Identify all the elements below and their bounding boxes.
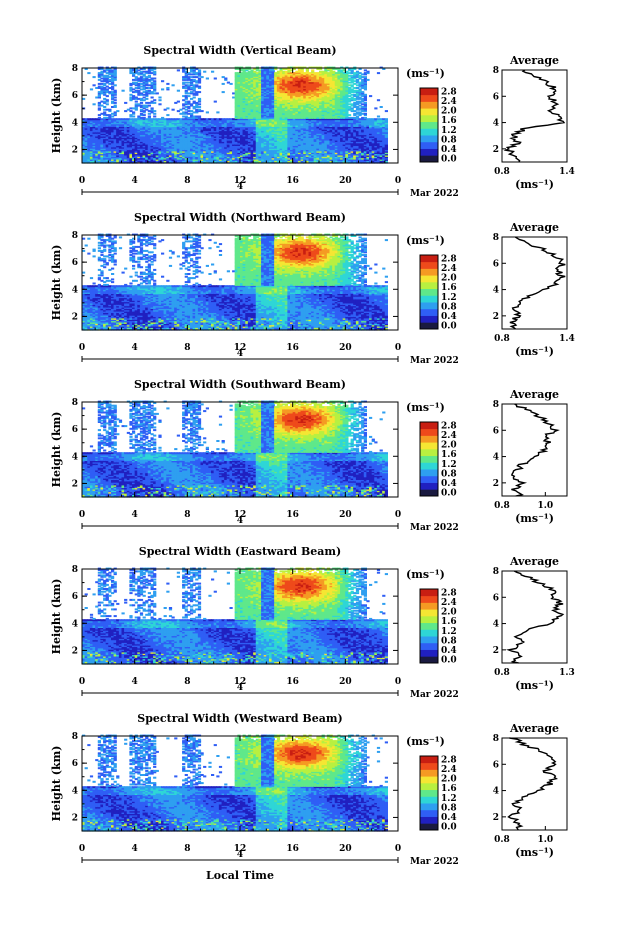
heatmap-cell — [166, 87, 169, 89]
heatmap-cell — [158, 103, 161, 105]
heatmap-cell — [198, 86, 201, 88]
heatmap-cell — [153, 71, 156, 73]
figure: Spectral Width (Vertical Beam) 8 6 4 2 Height… — [0, 0, 618, 929]
heatmap-cells — [82, 67, 388, 164]
heatmap-cell — [114, 90, 117, 92]
heatmap-cell — [116, 110, 119, 112]
heatmap-cell — [153, 110, 156, 112]
heatmap-cell — [214, 78, 217, 80]
heatmap-cell — [132, 111, 135, 113]
heatmap-cell — [198, 106, 201, 108]
heatmap-cell — [106, 95, 109, 97]
heatmap-cell — [90, 88, 93, 90]
heatmap-cell — [148, 75, 151, 77]
heatmap-cell — [177, 69, 180, 71]
heatmap-cell — [211, 71, 214, 73]
heatmap-cell — [172, 84, 175, 86]
heatmap-cell — [103, 111, 106, 113]
figure-canvas: Spectral Width (Vertical Beam)8642Height… — [0, 0, 618, 929]
heatmap-cell — [132, 116, 135, 118]
heatmap-cell — [93, 103, 96, 105]
heatmap-cell — [124, 102, 127, 104]
heatmap-cell — [198, 91, 201, 93]
heatmap-cell — [187, 101, 190, 103]
heatmap-cell — [198, 103, 201, 105]
heatmap-cell — [224, 78, 227, 80]
heatmap-cell — [151, 97, 154, 99]
heatmap-cell — [201, 76, 204, 78]
heatmap-cell — [230, 83, 233, 85]
heatmap-cell — [114, 105, 117, 107]
heatmap-cell — [216, 111, 219, 113]
heatmap-cell — [135, 101, 138, 103]
heatmap-cell — [93, 84, 96, 86]
heatmap-cell — [122, 90, 125, 92]
heatmap-cell — [166, 83, 169, 85]
heatmap-cell — [177, 101, 180, 103]
heatmap-cell — [198, 116, 201, 118]
heatmap-cell — [222, 83, 225, 85]
heatmap-cell — [148, 105, 151, 107]
heatmap-cell — [158, 99, 161, 101]
heatmap-cell — [206, 111, 209, 113]
heatmap-cell — [103, 106, 106, 108]
heatmap-cell — [114, 84, 117, 86]
heatmap-cell — [153, 116, 156, 118]
heatmap-cell — [87, 72, 90, 74]
heatmap-cell — [172, 109, 175, 111]
heatmap-cell — [158, 97, 161, 99]
heatmap-cell — [201, 110, 204, 112]
heatmap-cell — [177, 90, 180, 92]
heatmap-cell — [148, 116, 151, 118]
heatmap-cell — [156, 92, 159, 94]
heatmap-cell — [153, 99, 156, 101]
heatmap-cell — [153, 80, 156, 82]
heatmap-cell — [106, 99, 109, 101]
heatmap-cell — [206, 78, 209, 80]
heatmap-cell — [106, 103, 109, 105]
heatmap-cell — [166, 107, 169, 109]
heatmap-cell — [114, 97, 117, 99]
heatmap-cell — [153, 113, 156, 115]
heatmap-cell — [151, 107, 154, 109]
heatmap-cell — [143, 114, 146, 116]
heatmap-cell — [198, 98, 201, 100]
heatmap-cell — [222, 91, 225, 93]
heatmap-cell — [140, 102, 143, 104]
heatmap-cell — [166, 114, 169, 116]
heatmap-cell — [114, 102, 117, 104]
heatmap-cell — [114, 99, 117, 101]
heatmap-cell — [161, 88, 164, 90]
heatmap-cell — [193, 97, 196, 99]
heatmap-cell — [153, 78, 156, 80]
heatmap-cell — [145, 98, 148, 100]
heatmap-cell — [187, 95, 190, 97]
heatmap-cell — [214, 101, 217, 103]
heatmap-cell — [203, 71, 206, 73]
heatmap-cell — [93, 76, 96, 78]
heatmap-cell — [98, 107, 101, 109]
heatmap-cell — [153, 102, 156, 104]
heatmap-cell — [198, 69, 201, 71]
heatmap-cell — [108, 109, 111, 111]
panel-title: Spectral Width (Vertical Beam) — [143, 44, 336, 57]
heatmap-cell — [161, 80, 164, 82]
panel-1: Spectral Width (Vertical Beam)8642Height… — [50, 44, 575, 199]
